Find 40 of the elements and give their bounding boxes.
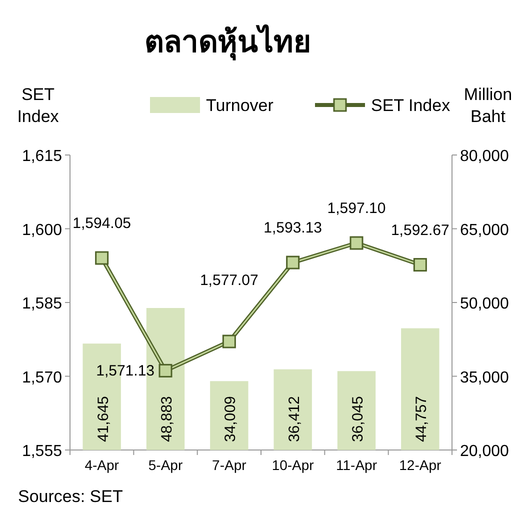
- data-label: 1,571.13: [96, 362, 154, 380]
- y2-tick-label: 80,000: [460, 148, 510, 165]
- x-tick-label: 7-Apr: [212, 457, 247, 473]
- y-tick-label: 1,585: [22, 296, 62, 312]
- legend-label: Turnover: [206, 96, 274, 115]
- y2-tick-label: 65,000: [460, 222, 510, 239]
- data-label: 36,045: [350, 396, 366, 442]
- y2-tick-label: 50,000: [460, 296, 510, 312]
- chart-title: ตลาดหุ้นไทย: [144, 24, 312, 61]
- x-tick-label: 4-Apr: [84, 457, 120, 473]
- x-tick-label: 12-Apr: [399, 457, 442, 473]
- x-tick-label: 5-Apr: [148, 457, 183, 473]
- y-tick-label: 1,615: [22, 148, 62, 165]
- data-label: 34,009: [222, 396, 240, 442]
- point: [413, 258, 427, 272]
- x-tick-label: 11-Apr: [336, 457, 378, 473]
- data-label: 1,577.07: [200, 272, 258, 289]
- y2-tick-label: 20,000: [460, 443, 510, 460]
- legend-label: SET Index: [371, 96, 451, 115]
- y2-tick-label: 35,000: [460, 369, 510, 386]
- data-label: 41,645: [94, 396, 112, 442]
- x-tick-label: 10-Apr: [272, 457, 314, 473]
- y-tick-label: 1,570: [22, 369, 62, 386]
- y-tick-label: 1,600: [22, 222, 62, 239]
- y-tick-label: 1,555: [22, 443, 62, 460]
- data-label: 48,883: [158, 396, 176, 442]
- point: [350, 236, 364, 250]
- source-note: Sources: SET: [18, 487, 123, 506]
- data-label: 1,592.67: [390, 222, 450, 239]
- y2-axis-title: Million Baht: [464, 85, 512, 126]
- data-label: 44,757: [413, 396, 430, 442]
- point: [95, 251, 109, 265]
- data-label: 1,594.05: [72, 215, 132, 232]
- point: [222, 334, 236, 348]
- data-label: 36,412: [286, 396, 303, 442]
- point: [286, 256, 300, 270]
- data-label: 1,597.10: [327, 200, 386, 218]
- point: [158, 364, 172, 378]
- y-axis-title: SET Index: [17, 85, 60, 126]
- data-label: 1,593.13: [264, 220, 322, 237]
